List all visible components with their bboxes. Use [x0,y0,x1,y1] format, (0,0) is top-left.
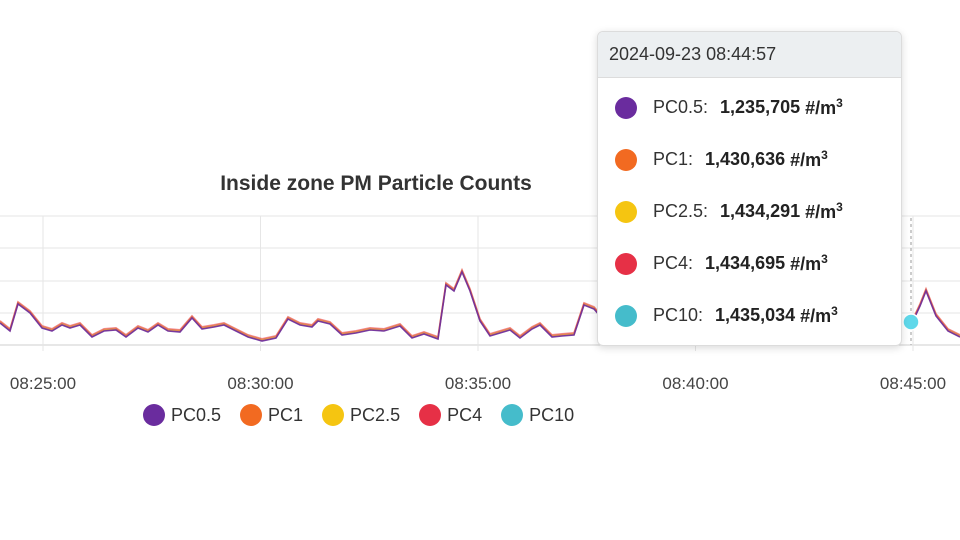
tooltip-value-pc05: 1,235,705 [720,97,801,117]
legend-dot-pc1 [240,404,263,426]
tooltip-name-pc1: PC1: [653,149,694,169]
x-axis: 08:25:00 08:30:00 08:35:00 08:40:00 08:45:00 [10,374,946,393]
legend-dot-pc25 [322,404,345,426]
tooltip-dot-pc05 [615,96,637,119]
legend-item-pc25[interactable]: PC2.5 [322,404,400,426]
hover-marker [902,218,920,345]
tooltip-dot-pc1 [615,148,637,171]
legend-item-pc4[interactable]: PC4 [419,404,482,426]
x-tick-label-4: 08:45:00 [880,374,946,393]
tooltip-row-pc25: PC2.5: 1,434,291 #/m3 [615,200,843,223]
legend-label-pc10: PC10 [529,404,575,425]
x-tick-label-1: 08:30:00 [227,374,293,393]
x-tick-label-3: 08:40:00 [662,374,728,393]
hover-point-pc10 [902,313,920,331]
tooltip-unit-pc10: #/m3 [800,304,838,326]
tooltip-unit-pc25: #/m3 [805,200,843,222]
legend-item-pc05[interactable]: PC0.5 [143,404,221,426]
tooltip-name-pc05: PC0.5: [653,97,709,117]
x-tick-label-2: 08:35:00 [445,374,511,393]
legend-dot-pc05 [143,404,165,426]
series-line-PC05-seg0 [0,269,601,342]
tooltip-name-pc25: PC2.5: [653,201,709,221]
legend-item-pc10[interactable]: PC10 [501,404,574,426]
tooltip: 2024-09-23 08:44:57 PC0.5: 1,235,705 #/m… [597,31,902,346]
legend-label-pc25: PC2.5 [350,404,401,425]
tooltip-dot-pc4 [615,252,637,275]
legend-label-pc4: PC4 [447,404,483,425]
legend-dot-pc4 [419,404,442,426]
tooltip-dot-pc10 [615,304,637,327]
series-lines [0,267,960,342]
series-line-PC4-seg1 [911,286,960,336]
tooltip-row-pc10: PC10: 1,435,034 #/m3 [615,304,838,327]
tooltip-dot-pc25 [615,200,637,223]
legend-dot-pc10 [501,404,524,426]
tooltip-unit-pc4: #/m3 [790,252,828,274]
tooltip-name-pc10: PC10: [653,305,704,325]
series-line-PC05-seg1 [911,288,960,338]
legend-item-pc1[interactable]: PC1 [240,404,303,426]
tooltip-timestamp: 2024-09-23 08:44:57 [598,32,901,78]
chart-title: Inside zone PM Particle Counts [220,172,532,195]
tooltip-value-pc10: 1,435,034 [715,305,796,325]
tooltip-name-pc4: PC4: [653,253,694,273]
tooltip-row-pc4: PC4: 1,434,695 #/m3 [615,252,828,275]
legend-label-pc1: PC1 [268,404,304,425]
tooltip-unit-pc05: #/m3 [805,96,843,118]
tooltip-unit-pc1: #/m3 [790,148,828,170]
tooltip-value-pc1: 1,430,636 [705,149,786,169]
tooltip-row-pc05: PC0.5: 1,235,705 #/m3 [615,96,843,119]
series-line-PC4-seg0 [0,267,601,340]
x-tick-label-0: 08:25:00 [10,374,76,393]
tooltip-row-pc1: PC1: 1,430,636 #/m3 [615,148,828,171]
legend-label-pc05: PC0.5 [171,404,222,425]
tooltip-value-pc4: 1,434,695 [705,253,786,273]
tooltip-value-pc25: 1,434,291 [720,201,801,221]
legend: PC0.5 PC1 PC2.5 PC4 PC10 [143,404,574,426]
